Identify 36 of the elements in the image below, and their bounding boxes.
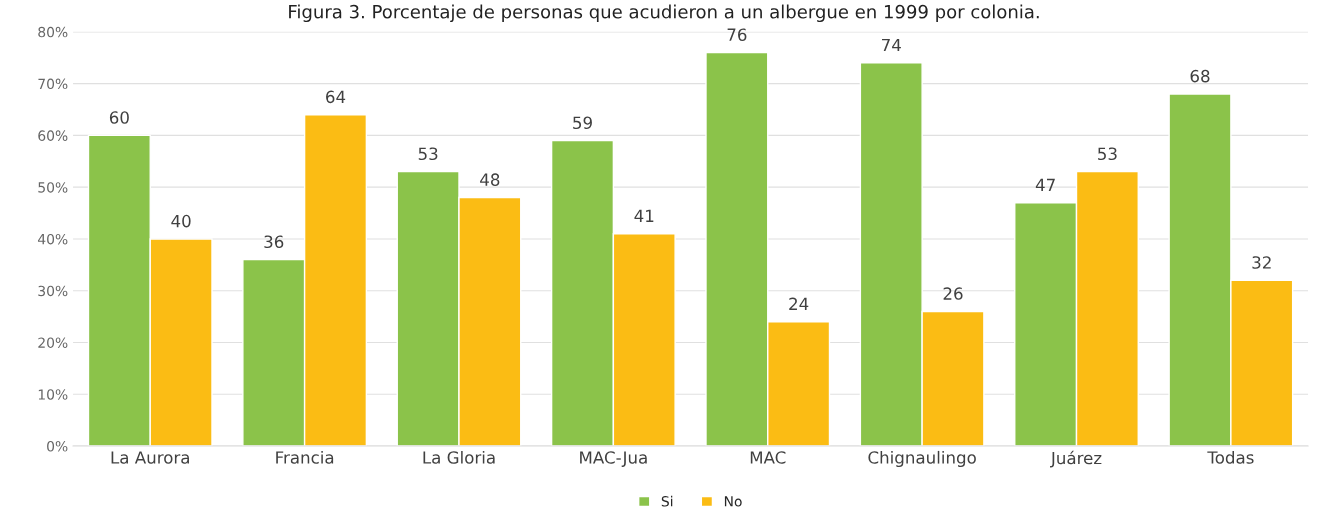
y-tick-label: 80% <box>38 26 68 38</box>
data-label: 40 <box>171 214 191 228</box>
y-tick-label: 30% <box>38 285 68 297</box>
x-tick-label: Francia <box>276 450 334 464</box>
y-tick-label: 20% <box>38 337 68 348</box>
y-tick-label: 70% <box>38 78 68 90</box>
x-tick-label: MAC-Jua <box>580 451 647 467</box>
data-label: 53 <box>1098 147 1117 161</box>
legend-label: Si <box>661 495 673 507</box>
chart-title: Figura 3. Porcentaje de personas que acudieron a un albergue en 1999 por colonia. <box>289 4 1039 23</box>
data-label: 74 <box>882 38 901 52</box>
data-label: 76 <box>727 28 747 42</box>
data-label: 64 <box>326 90 346 104</box>
legend-label: No <box>724 496 742 507</box>
y-tick-label: 0% <box>47 441 68 452</box>
data-label: 53 <box>418 147 438 161</box>
x-tick-label: Chignaulingo <box>868 450 976 468</box>
x-tick-label: MAC <box>750 451 786 464</box>
data-label: 59 <box>573 116 592 130</box>
x-tick-label: La Gloria <box>423 450 495 464</box>
data-label: 24 <box>789 297 809 310</box>
data-label: 60 <box>109 111 129 124</box>
y-tick-label: 40% <box>37 233 68 245</box>
data-label: 41 <box>634 209 654 222</box>
data-label: 47 <box>1035 178 1055 191</box>
x-tick-label: Todas <box>1207 450 1254 464</box>
data-label: 48 <box>480 173 500 186</box>
y-tick-label: 50% <box>38 182 68 193</box>
y-tick-label: 60% <box>38 130 68 141</box>
data-label: 26 <box>943 287 963 300</box>
x-tick-label: Juárez <box>1050 450 1102 468</box>
data-label: 68 <box>1190 69 1210 83</box>
y-tick-label: 10% <box>38 389 68 400</box>
data-label: 36 <box>264 235 284 249</box>
x-tick-label: La Aurora <box>111 451 189 464</box>
data-label: 32 <box>1252 256 1271 269</box>
